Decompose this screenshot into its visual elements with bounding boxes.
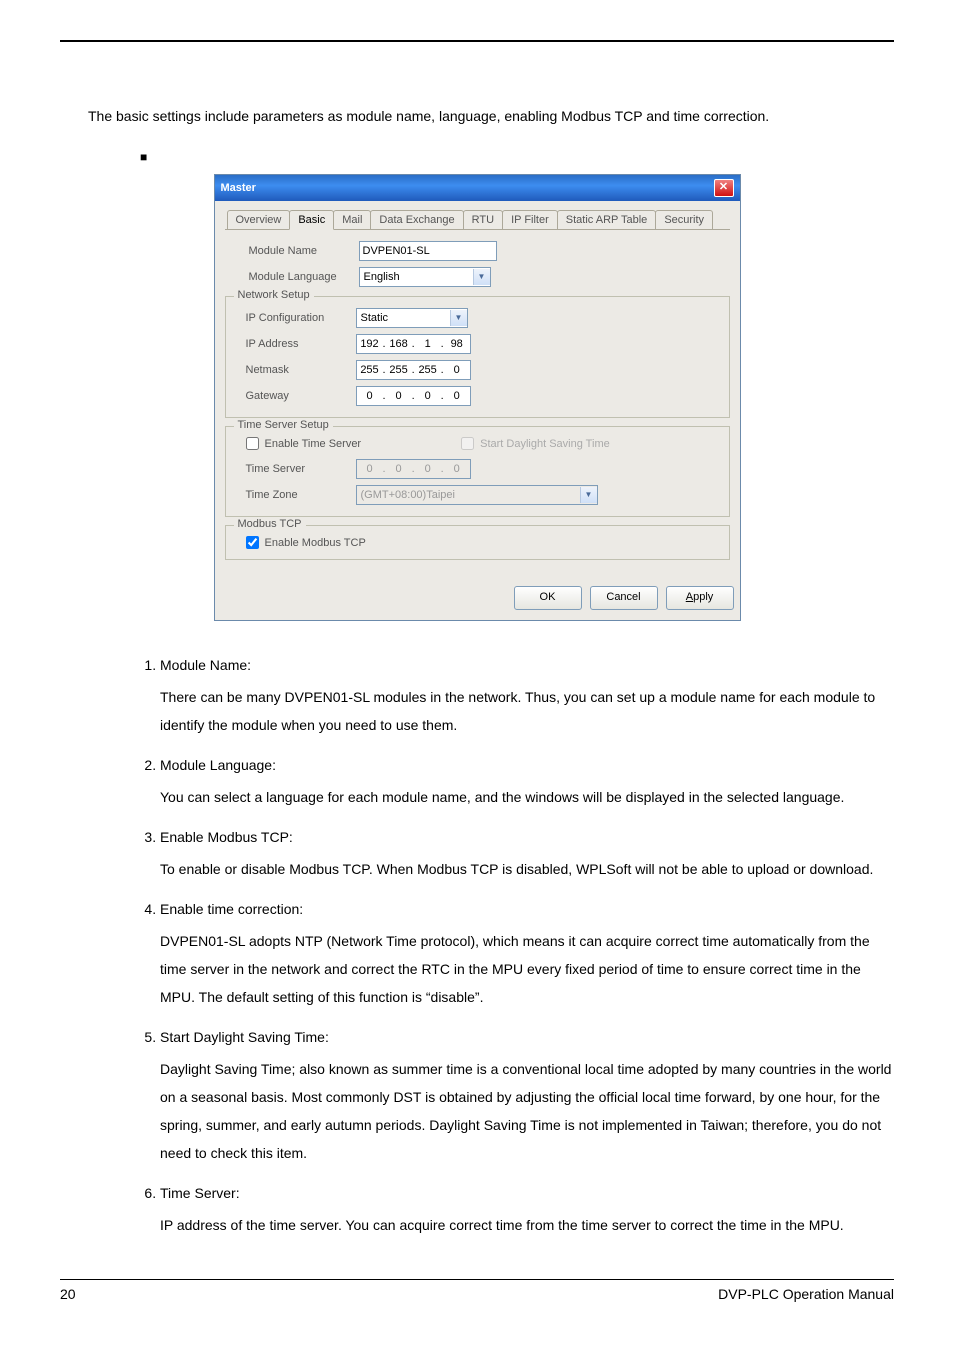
gateway-label: Gateway	[246, 390, 356, 402]
netmask-label: Netmask	[246, 364, 356, 376]
square-bullet: ■	[140, 150, 894, 164]
tab-static-arp[interactable]: Static ARP Table	[557, 210, 657, 229]
dialog-titlebar: Master ✕	[215, 175, 740, 201]
list-item: Time Server: IP address of the time serv…	[160, 1179, 894, 1239]
dst-checkbox: Start Daylight Saving Time	[461, 437, 610, 450]
intro-paragraph: The basic settings include parameters as…	[60, 102, 894, 130]
tab-mail[interactable]: Mail	[333, 210, 371, 229]
chevron-down-icon: ▼	[473, 269, 490, 285]
modbus-tcp-legend: Modbus TCP	[234, 518, 306, 530]
module-language-select[interactable]: English ▼	[359, 267, 491, 287]
close-icon[interactable]: ✕	[714, 179, 734, 197]
modbus-tcp-group: Modbus TCP Enable Modbus TCP	[225, 525, 730, 560]
tab-basic[interactable]: Basic	[289, 210, 334, 230]
list-item: Start Daylight Saving Time: Daylight Sav…	[160, 1023, 894, 1167]
tab-ip-filter[interactable]: IP Filter	[502, 210, 558, 229]
tab-data-exchange[interactable]: Data Exchange	[370, 210, 463, 229]
tab-security[interactable]: Security	[655, 210, 713, 229]
module-language-label: Module Language	[249, 271, 359, 283]
time-server-label: Time Server	[246, 463, 356, 475]
dialog-title: Master	[221, 182, 256, 194]
settings-dialog: Master ✕ Overview Basic Mail Data Exchan…	[214, 174, 741, 621]
time-server-input: 0. 0. 0. 0	[356, 459, 471, 479]
network-setup-group: Network Setup IP Configuration Static ▼ …	[225, 296, 730, 418]
list-item: Enable time correction: DVPEN01-SL adopt…	[160, 895, 894, 1011]
page-number: 20	[60, 1286, 76, 1302]
ip-config-label: IP Configuration	[246, 312, 356, 324]
tab-strip: Overview Basic Mail Data Exchange RTU IP…	[225, 209, 730, 230]
gateway-input[interactable]: 0. 0. 0. 0	[356, 386, 471, 406]
page-footer: 20 DVP-PLC Operation Manual	[60, 1279, 894, 1302]
enable-time-server-checkbox[interactable]: Enable Time Server	[246, 437, 362, 450]
tab-rtu[interactable]: RTU	[463, 210, 503, 229]
list-item: Enable Modbus TCP: To enable or disable …	[160, 823, 894, 883]
time-server-legend: Time Server Setup	[234, 419, 333, 431]
apply-button[interactable]: Apply	[666, 586, 734, 610]
time-server-group: Time Server Setup Enable Time Server Sta…	[225, 426, 730, 517]
network-setup-legend: Network Setup	[234, 289, 314, 301]
ip-address-input[interactable]: 192. 168. 1. 98	[356, 334, 471, 354]
module-name-label: Module Name	[249, 245, 359, 257]
netmask-input[interactable]: 255. 255. 255. 0	[356, 360, 471, 380]
list-item: Module Language: You can select a langua…	[160, 751, 894, 811]
list-item: Module Name: There can be many DVPEN01-S…	[160, 651, 894, 739]
ip-address-label: IP Address	[246, 338, 356, 350]
chevron-down-icon: ▼	[580, 487, 597, 503]
chevron-down-icon: ▼	[450, 310, 467, 326]
tab-overview[interactable]: Overview	[227, 210, 291, 229]
enable-modbus-tcp-checkbox[interactable]: Enable Modbus TCP	[246, 536, 725, 549]
manual-title: DVP-PLC Operation Manual	[718, 1286, 894, 1302]
module-name-input[interactable]	[359, 241, 497, 261]
cancel-button[interactable]: Cancel	[590, 586, 658, 610]
time-zone-label: Time Zone	[246, 489, 356, 501]
description-list: Module Name: There can be many DVPEN01-S…	[160, 651, 894, 1239]
top-rule	[60, 40, 894, 42]
ok-button[interactable]: OK	[514, 586, 582, 610]
apply-suffix: pply	[693, 591, 713, 603]
time-zone-select: (GMT+08:00)Taipei ▼	[356, 485, 598, 505]
ip-config-select[interactable]: Static ▼	[356, 308, 468, 328]
